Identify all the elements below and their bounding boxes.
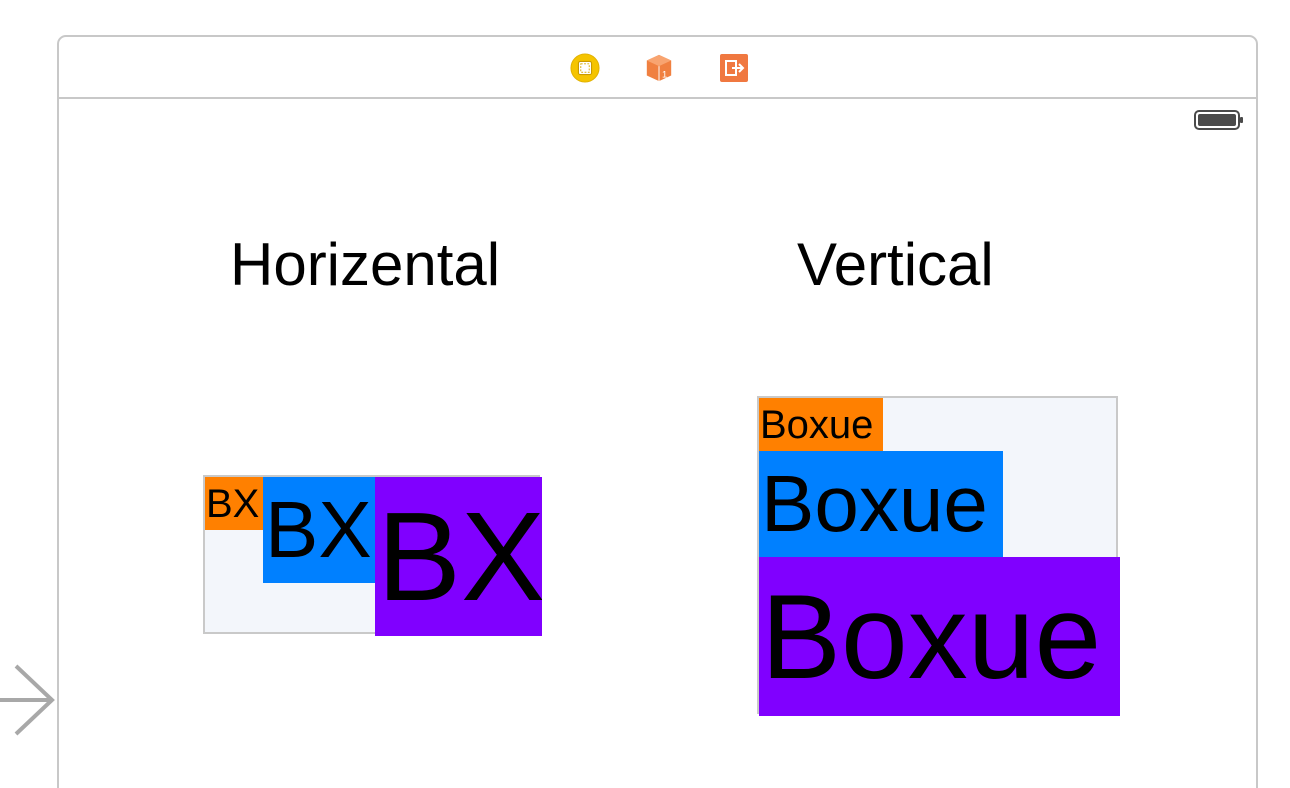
horizontal-title: Horizental: [230, 231, 501, 298]
view-controller-scene[interactable]: 1 Horizental Vertical BX: [57, 35, 1258, 788]
horizontal-small-label: BX: [205, 477, 263, 530]
battery-icon: [1194, 110, 1244, 130]
horizontal-large-label: BX: [375, 477, 542, 636]
svg-text:1: 1: [662, 69, 667, 79]
scene-dock: 1: [59, 37, 1256, 99]
vertical-large-label: Boxue: [759, 557, 1120, 716]
vertical-medium-label: Boxue: [759, 451, 1003, 557]
first-responder-icon[interactable]: 1: [644, 53, 674, 83]
vertical-small-label: Boxue: [759, 398, 883, 451]
horizontal-medium-label: BX: [263, 477, 375, 583]
vertical-title: Vertical: [797, 231, 994, 298]
exit-icon[interactable]: [719, 53, 749, 83]
view-controller-icon[interactable]: [570, 53, 600, 83]
vertical-stack-view[interactable]: Boxue Boxue Boxue: [757, 396, 1120, 716]
entry-point-arrow-icon[interactable]: [0, 662, 58, 738]
horizontal-stack-view[interactable]: BX BX BX: [203, 475, 542, 636]
